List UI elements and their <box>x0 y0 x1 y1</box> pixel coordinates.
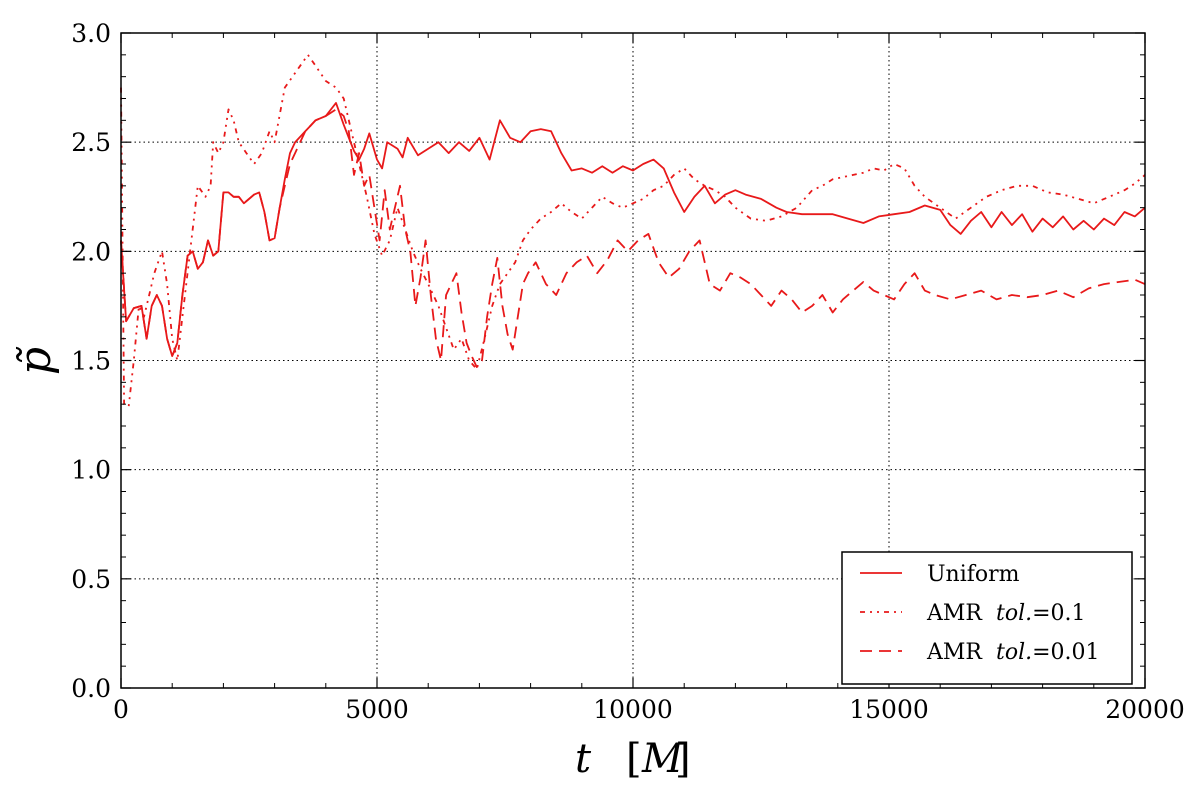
x-tick-label: 15000 <box>849 695 929 724</box>
x-axis-label-unit: M <box>641 736 684 782</box>
x-axis-label-variable: t <box>575 736 592 782</box>
y-tick-label: 2.5 <box>71 128 111 157</box>
y-tick-label: 0.5 <box>71 565 111 594</box>
y-tick-label: 3.0 <box>71 19 111 48</box>
series-line-2 <box>120 53 1146 408</box>
legend-label-2: AMR tol.=0.1 <box>926 601 1086 626</box>
x-tick-label: 5000 <box>345 695 409 724</box>
legend-label-1: Uniform <box>927 562 1020 587</box>
y-tick-label: 2.0 <box>71 237 111 266</box>
x-axis-label-bracket-close: ] <box>675 736 691 782</box>
legend-frame <box>841 551 1133 685</box>
y-axis-label: p̃ <box>10 347 61 376</box>
tick-labels: 0 5000 10000 15000 20000 0.0 0.5 1.0 1.5 2.0 2.5 3.… <box>71 19 1185 724</box>
legend: Uniform AMR tol.=0.1 AMR tol.=0.01 <box>841 551 1133 685</box>
x-axis-label: t [ M ] <box>575 736 691 782</box>
y-tick-label: 1.0 <box>71 456 111 485</box>
x-axis-label-bracket-open: [ <box>626 736 642 782</box>
legend-label-3: AMR tol.=0.01 <box>926 640 1100 665</box>
x-tick-label: 0 <box>113 695 129 724</box>
x-tick-label: 20000 <box>1105 695 1185 724</box>
y-tick-label: 1.5 <box>71 347 111 376</box>
plot-frame <box>120 32 1146 689</box>
y-tick-label: 0.0 <box>71 674 111 703</box>
series-group <box>120 53 1146 408</box>
x-tick-label: 10000 <box>593 695 673 724</box>
series-line-3 <box>120 108 1146 369</box>
